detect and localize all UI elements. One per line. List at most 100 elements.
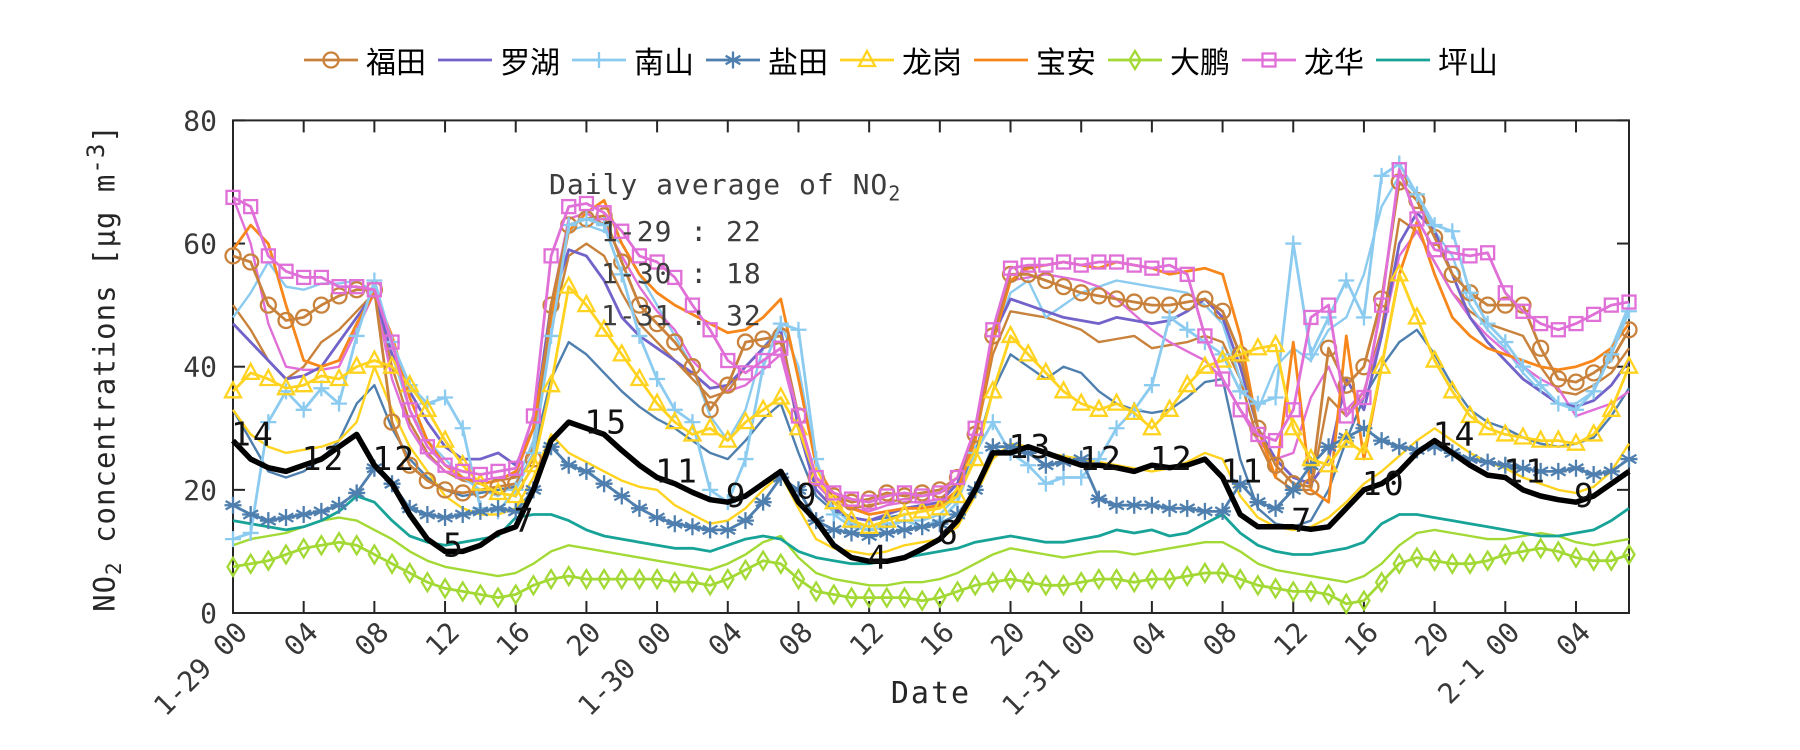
marker-triangle: [1194, 355, 1215, 374]
marker-triangle: [1053, 379, 1074, 399]
marker-diamond: [1374, 571, 1389, 594]
marker-asterisk: [1355, 419, 1373, 437]
marker-asterisk: [1072, 450, 1090, 468]
marker-asterisk: [984, 438, 1002, 456]
marker-triangle: [1460, 404, 1480, 424]
marker-triangle: [1230, 342, 1251, 362]
marker-asterisk: [1055, 453, 1073, 471]
marker-triangle: [894, 503, 915, 522]
marker-circle: [1302, 478, 1320, 496]
marker-square: [1285, 402, 1301, 418]
marker-triangle: [629, 367, 650, 387]
legend-label: 龙岗: [902, 46, 962, 81]
marker-square: [808, 469, 824, 486]
marker-square: [1603, 297, 1619, 313]
marker-asterisk: [1532, 462, 1550, 480]
marker-triangle: [541, 373, 561, 393]
marker-triangle: [558, 275, 579, 294]
marker-circle: [1143, 296, 1161, 314]
marker-circle: [542, 296, 560, 314]
temperature-value-label: 7: [514, 501, 536, 540]
marker-asterisk: [560, 456, 578, 474]
marker-asterisk: [683, 518, 701, 536]
series-line-福田-thin-line: [232, 217, 1630, 510]
marker-plus: [242, 524, 259, 541]
marker-circle: [1107, 290, 1126, 308]
marker-circle: [277, 311, 295, 330]
temperature-value-label: 9: [726, 476, 748, 515]
marker-circle: [1337, 376, 1355, 394]
marker-asterisk: [1019, 444, 1037, 462]
x-tick-label: 04: [1550, 616, 1597, 663]
marker-diamond: [579, 567, 594, 591]
marker-square: [773, 340, 789, 356]
marker-triangle: [982, 379, 1003, 399]
marker-diamond: [791, 567, 806, 591]
legend-marker-diamond: [1128, 48, 1142, 72]
marker-triangle: [1513, 426, 1533, 445]
marker-diamond: [1127, 571, 1142, 594]
marker-asterisk: [772, 469, 790, 487]
series-line-大鹏-thin-line: [232, 516, 1630, 587]
annotation-line: 1-29 : 22: [601, 214, 762, 248]
marker-diamond: [1604, 549, 1619, 572]
marker-diamond: [1109, 567, 1124, 591]
marker-asterisk: [719, 521, 737, 539]
marker-diamond: [986, 571, 1000, 594]
legend-item-龙华: 龙华: [1240, 38, 1364, 82]
marker-square: [843, 491, 860, 507]
marker-plus: [1302, 346, 1319, 363]
legend-label: 罗湖: [500, 46, 560, 81]
marker-triangle: [470, 472, 491, 491]
marker-triangle: [1301, 447, 1321, 467]
legend-swatch-none: [438, 58, 492, 62]
marker-plus: [1585, 383, 1602, 400]
marker-square: [896, 485, 913, 501]
temperature-value-label: 11: [1221, 452, 1265, 491]
marker-plus: [1497, 334, 1514, 351]
marker-circle: [1196, 290, 1214, 308]
marker-circle: [1531, 339, 1550, 357]
marker-triangle: [1389, 262, 1410, 282]
marker-diamond: [897, 586, 912, 609]
marker-square: [1197, 328, 1213, 344]
marker-diamond: [1003, 567, 1018, 591]
marker-triangle: [1088, 398, 1109, 417]
marker-diamond: [402, 561, 417, 585]
marker-asterisk: [1161, 499, 1179, 517]
marker-square: [1444, 245, 1460, 261]
marker-asterisk: [277, 509, 295, 527]
marker-triangle: [1212, 349, 1233, 368]
marker-triangle: [1566, 432, 1586, 451]
marker-plus: [1408, 186, 1425, 203]
marker-diamond: [1569, 546, 1583, 569]
marker-diamond: [1074, 571, 1089, 594]
marker-triangle: [1477, 416, 1498, 436]
x-tick-label: 08: [1196, 616, 1243, 663]
series-line-龙岗-thin-line: [232, 365, 1631, 556]
temperature-value-label: 6: [938, 513, 960, 552]
marker-circle: [1567, 373, 1585, 391]
legend-marker-triangle: [857, 48, 877, 68]
marker-square: [1144, 260, 1160, 276]
marker-square: [1373, 297, 1390, 313]
marker-diamond: [968, 574, 983, 597]
legend-item-罗湖: 罗湖: [436, 38, 560, 82]
marker-asterisk: [1567, 459, 1585, 477]
marker-diamond: [650, 567, 664, 591]
marker-triangle: [364, 349, 385, 368]
marker-plus: [578, 210, 595, 227]
chart-legend: 福田 罗湖 南山 盐田 龙岗 宝安 大鹏 龙华 坪山: [0, 38, 1800, 82]
temperature-value-label: 11: [1503, 452, 1547, 491]
x-tick-label: 08: [772, 616, 819, 663]
marker-asterisk: [1496, 456, 1514, 474]
marker-circle: [1072, 284, 1090, 302]
legend-label: 大鹏: [1170, 46, 1230, 81]
marker-triangle: [435, 429, 455, 448]
marker-square: [260, 248, 276, 264]
x-tick-label: 20: [1408, 616, 1455, 663]
marker-triangle: [1124, 401, 1145, 421]
marker-square: [419, 439, 436, 455]
x-tick-label: 12: [843, 616, 890, 663]
marker-circle: [383, 413, 401, 431]
